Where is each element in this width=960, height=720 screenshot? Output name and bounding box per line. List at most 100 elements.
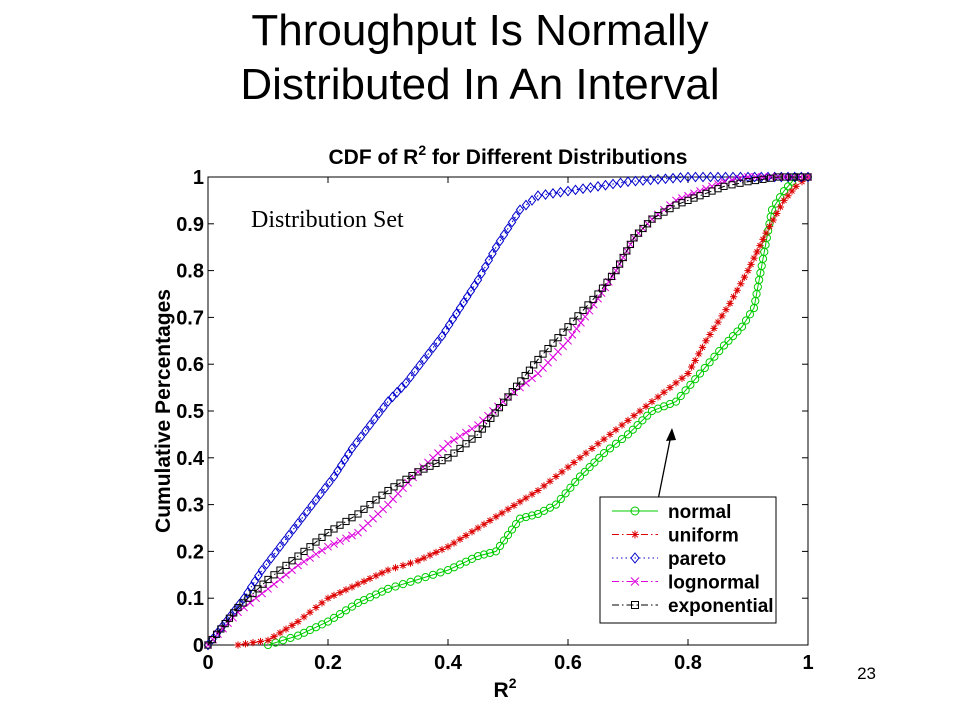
x-axis-label-main: R <box>494 679 509 702</box>
data-point <box>788 187 796 195</box>
y-tick-label: 0.8 <box>176 261 204 283</box>
data-point <box>406 559 415 567</box>
data-point <box>410 365 420 377</box>
data-point <box>753 248 761 256</box>
data-point <box>589 295 597 304</box>
data-point <box>539 350 547 358</box>
data-point <box>521 199 531 211</box>
data-point <box>318 546 326 555</box>
data-point <box>570 458 578 467</box>
data-point <box>254 585 262 593</box>
data-point <box>354 580 362 588</box>
data-point <box>601 179 610 191</box>
data-point <box>397 382 406 394</box>
data-point <box>402 475 410 483</box>
data-point <box>288 621 296 629</box>
data-point <box>415 359 424 371</box>
data-point <box>492 513 500 521</box>
data-point <box>413 575 423 584</box>
y-tick-label: 0.3 <box>176 495 204 517</box>
data-point <box>486 516 494 525</box>
data-point <box>619 253 627 262</box>
data-point <box>462 531 470 540</box>
data-point <box>581 312 590 321</box>
data-point <box>780 196 788 204</box>
data-point <box>653 173 663 185</box>
data-point <box>276 566 284 574</box>
data-point <box>714 318 722 326</box>
data-point <box>298 512 307 523</box>
data-point <box>571 184 580 196</box>
data-point <box>678 374 686 382</box>
data-point <box>306 543 314 551</box>
data-point <box>432 548 440 556</box>
data-point <box>278 636 288 645</box>
data-point <box>626 240 635 249</box>
data-point <box>204 641 212 649</box>
chart-title-sup: 2 <box>418 142 426 158</box>
data-point <box>484 254 494 266</box>
data-point <box>744 178 752 186</box>
data-point <box>576 318 585 327</box>
data-point <box>784 192 792 200</box>
data-point <box>507 525 517 534</box>
data-point <box>225 614 234 622</box>
data-point <box>428 342 438 354</box>
data-point <box>480 261 490 273</box>
data-point <box>666 384 674 392</box>
data-point <box>503 530 513 540</box>
data-point <box>533 190 543 202</box>
data-point <box>270 571 278 579</box>
data-point <box>633 420 642 430</box>
data-point <box>639 224 647 233</box>
data-point <box>246 581 256 593</box>
data-point <box>370 413 379 425</box>
data-point <box>561 489 570 498</box>
data-point <box>676 391 685 401</box>
data-point <box>316 488 325 500</box>
data-point <box>421 573 430 582</box>
page-number: 23 <box>857 664 876 683</box>
data-point <box>271 638 280 647</box>
data-point <box>307 500 316 512</box>
data-point <box>335 610 345 619</box>
data-point <box>512 382 521 390</box>
legend-label-lognormal: lognormal <box>668 573 760 594</box>
data-point <box>715 346 724 356</box>
data-point <box>462 291 472 303</box>
data-point <box>722 306 730 314</box>
data-point <box>391 582 400 591</box>
data-point <box>516 498 524 506</box>
data-point <box>588 444 596 453</box>
data-point <box>456 444 464 453</box>
data-point <box>217 625 225 633</box>
data-point <box>611 439 621 448</box>
data-point <box>348 583 356 591</box>
data-point <box>756 242 764 250</box>
annotation-arrow <box>657 429 673 501</box>
data-point <box>482 420 491 428</box>
annotation-label: Distribution Set <box>251 207 404 233</box>
data-point <box>390 483 398 491</box>
data-point <box>736 174 744 183</box>
data-point <box>776 203 784 211</box>
data-point <box>798 178 806 186</box>
data-point <box>564 336 572 345</box>
data-point <box>783 171 793 183</box>
data-point <box>559 328 567 336</box>
x-axis-label-sup: 2 <box>509 675 517 691</box>
data-point <box>336 459 346 471</box>
data-point <box>342 517 350 526</box>
data-point <box>534 355 542 364</box>
x-tick-label: 0.8 <box>674 652 702 674</box>
data-point <box>503 223 513 234</box>
data-point <box>495 235 505 247</box>
data-point <box>456 535 464 543</box>
data-point <box>546 477 554 485</box>
data-point <box>603 278 611 286</box>
data-point <box>441 325 450 336</box>
data-point <box>720 177 728 186</box>
data-point <box>773 209 781 218</box>
data-point <box>695 350 703 358</box>
data-point <box>630 412 638 420</box>
